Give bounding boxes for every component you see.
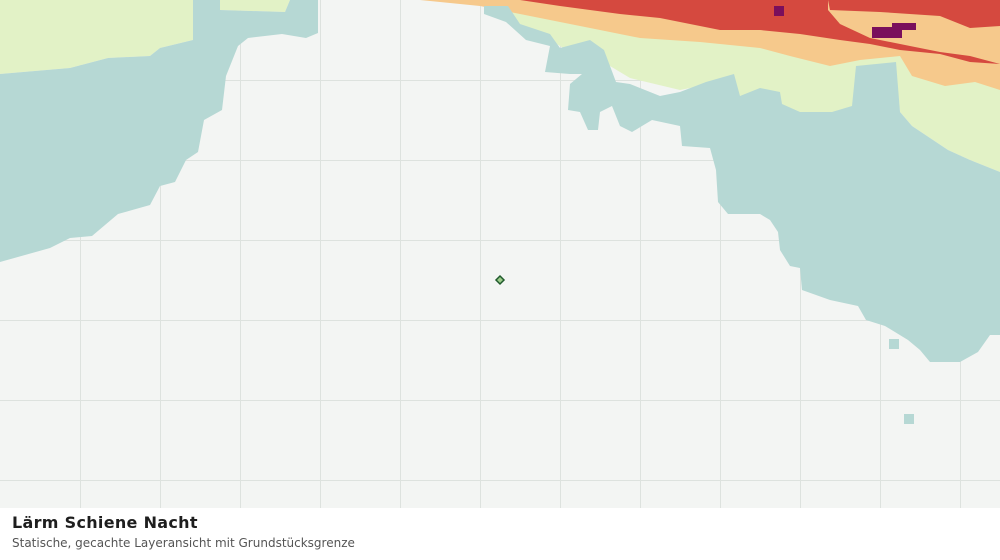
map-title: Lärm Schiene Nacht: [12, 513, 198, 532]
map: [0, 0, 1000, 508]
noise-zone-medium: [420, 0, 1000, 90]
noise-zone-lowest: [889, 339, 899, 349]
parcel-boundary: [494, 274, 506, 286]
noise-zone-lowest: [904, 414, 914, 424]
noise-zone-high: [520, 0, 1000, 64]
noise-zone-low: [0, 0, 290, 74]
noise-zone-very-high: [872, 23, 916, 38]
noise-zone-lowest: [0, 0, 318, 262]
noise-zone-lowest: [484, 6, 1000, 362]
noise-zone-very-high: [774, 6, 784, 16]
map-subtitle: Statische, gecachte Layeransicht mit Gru…: [12, 536, 355, 550]
